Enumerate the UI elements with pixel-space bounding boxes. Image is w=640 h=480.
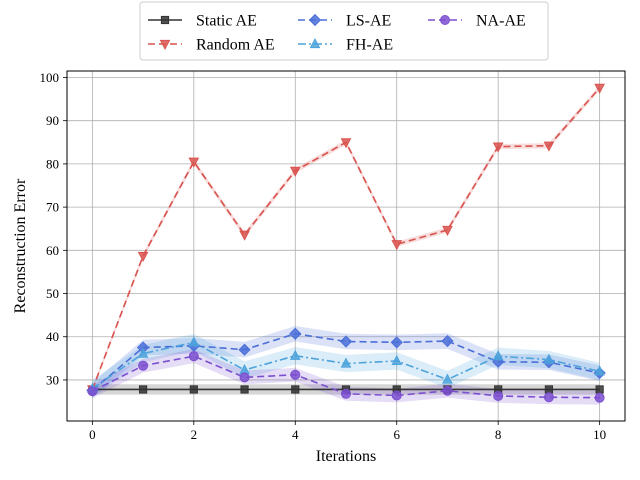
na-ae-point (138, 360, 149, 371)
fh-ae-point (543, 353, 555, 364)
legend-label: Random AE (196, 37, 275, 54)
fh-ae-point (594, 365, 605, 376)
legend-entry-na-ae: NA-AE (428, 13, 526, 30)
static-ae-point (189, 385, 198, 394)
random-ae-point (543, 141, 555, 152)
na-ae-band (92, 349, 600, 405)
fh-ae-point (340, 357, 352, 368)
fh-ae-point (188, 336, 200, 347)
na-ae-point (188, 351, 199, 362)
legend-entry-random-ae: Random AE (148, 37, 275, 54)
na-ae-point (543, 392, 554, 403)
na-ae-point (341, 388, 351, 399)
ls-ae-band (92, 325, 600, 399)
y-tick-label: 70 (46, 200, 59, 215)
legend: Static AE Random AE LS-AE FH-AE NA-AE (139, 1, 549, 61)
static-ae-point (291, 385, 300, 394)
legend-marker (308, 13, 322, 27)
legend-label: FH-AE (346, 37, 393, 54)
fh-ae-point (289, 349, 301, 360)
fh-ae-point (391, 354, 403, 366)
static-ae-point (138, 385, 148, 394)
random-ae-point (594, 83, 605, 94)
fh-ae-point (492, 350, 504, 361)
fh-ae-series (87, 336, 605, 393)
random-ae-point (289, 166, 301, 177)
random-ae-point (391, 240, 403, 251)
y-tick-label: 40 (46, 329, 59, 344)
y-tick-label: 50 (46, 286, 59, 301)
ls-ae-point (441, 334, 454, 348)
x-tick-label: 8 (495, 427, 502, 442)
y-tick-label: 90 (46, 113, 59, 128)
legend-entry-static-ae: Static AE (148, 13, 257, 30)
random-ae-point (442, 225, 453, 237)
legend-label: LS-AE (346, 13, 391, 30)
static-ae-point (595, 385, 604, 394)
y-tick-label: 60 (46, 243, 59, 258)
static-ae-point (544, 385, 554, 394)
legend-marker (440, 15, 450, 25)
legend-entry-ls-ae: LS-AE (298, 13, 391, 30)
static-ae-point (240, 385, 249, 394)
x-tick-label: 10 (593, 427, 606, 442)
random-ae-point (492, 142, 504, 153)
na-ae-point (239, 372, 250, 383)
na-ae-point (391, 390, 402, 401)
confidence-bands (92, 85, 600, 405)
ls-ae-point (289, 327, 302, 340)
na-ae-point (290, 369, 301, 380)
legend-label: Static AE (196, 13, 257, 30)
x-tick-label: 2 (191, 427, 198, 442)
fh-ae-point (137, 347, 149, 358)
ls-ae-point (390, 336, 403, 349)
series-lines (86, 83, 606, 403)
na-ae-point (87, 386, 98, 397)
y-tick-label: 30 (46, 372, 59, 387)
legend-entry-fh-ae: FH-AE (298, 37, 393, 54)
y-tick-label: 80 (46, 156, 59, 171)
na-ae-point (442, 385, 453, 396)
x-tick-label: 0 (89, 427, 96, 442)
grid (67, 71, 625, 421)
ls-ae-point (339, 335, 353, 348)
legend-marker (160, 15, 170, 25)
ls-ae-point (238, 343, 251, 356)
x-tick-label: 6 (393, 427, 400, 442)
na-ae-point (594, 392, 605, 403)
x-tick-label: 4 (292, 427, 299, 442)
random-ae-point (340, 138, 352, 149)
legend-label: NA-AE (476, 13, 526, 30)
plot-frame (66, 70, 626, 422)
random-ae-point (137, 251, 149, 262)
random-ae-point (188, 157, 200, 168)
fh-ae-point (442, 373, 453, 384)
x-axis-label: Iterations (316, 448, 376, 465)
axis-ticks: 0 2 4 6 8 10 30 40 50 60 70 80 90 100 (40, 70, 607, 442)
random-ae-point (239, 230, 250, 241)
legend-marker (159, 39, 171, 51)
y-axis-label: Reconstruction Error (12, 178, 29, 313)
na-ae-series (87, 351, 605, 403)
y-tick-label: 100 (40, 70, 60, 85)
legend-marker (309, 37, 321, 49)
na-ae-point (493, 390, 504, 401)
